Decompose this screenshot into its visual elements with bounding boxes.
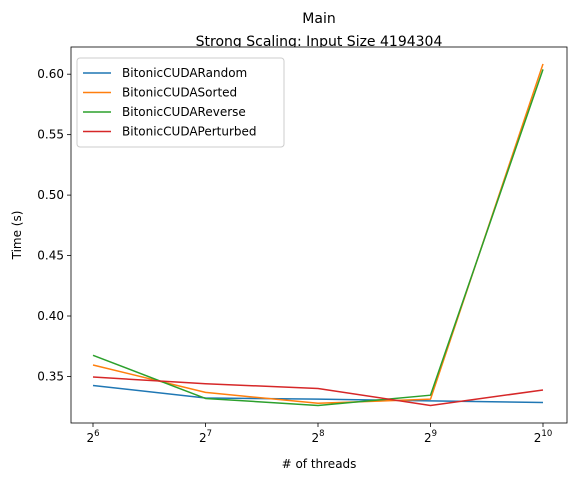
x-axis: 26 27 28 29 210 [86,423,552,445]
legend-label-2: BitonicCUDAReverse [122,105,246,119]
chart-title: Main [302,11,335,27]
y-tick-label: 0.45 [37,249,64,263]
series-line-0 [92,384,544,404]
plot-border [70,46,568,424]
legend-frame [76,57,285,148]
chart-subtitle: Strong Scaling: Input Size 4194304 [196,34,443,50]
legend-label-0: BitonicCUDARandom [122,66,247,80]
y-tick-label: 0.50 [37,188,64,202]
y-tick-label: 0.35 [37,369,64,383]
legend-label-1: BitonicCUDASorted [122,86,237,100]
y-tick-label: 0.55 [37,128,64,142]
x-tick-label: 28 [311,429,324,445]
y-axis-label: Time (s) [10,211,24,261]
legend: BitonicCUDARandom BitonicCUDASorted Bitoni… [76,57,285,148]
y-axis: 0.35 0.40 0.45 0.50 0.55 0.60 [37,67,71,383]
x-tick-label: 29 [424,429,437,445]
x-tick-label: 27 [199,429,212,445]
series-layer [92,63,544,407]
series-line-3 [92,376,544,407]
x-tick-label: 210 [534,429,552,445]
y-tick-label: 0.60 [37,67,64,81]
legend-label-3: BitonicCUDAPerturbed [122,125,257,139]
series-line-2 [92,69,544,407]
x-axis-label: # of threads [282,457,357,471]
y-tick-label: 0.40 [37,309,64,323]
x-tick-label: 26 [86,429,99,445]
